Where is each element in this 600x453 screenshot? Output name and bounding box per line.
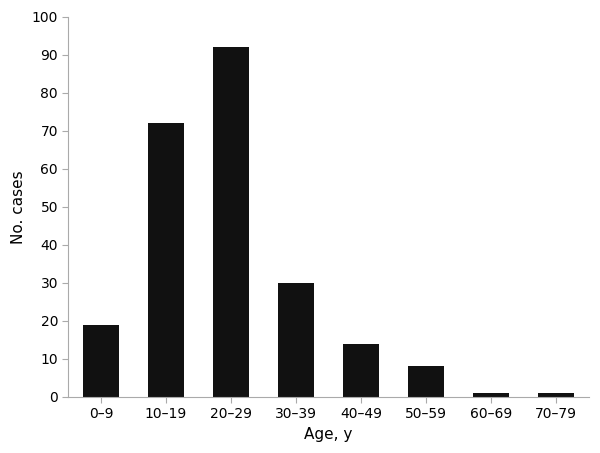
Bar (409, 366, 444, 397)
Bar (538, 393, 574, 397)
Bar (148, 123, 184, 397)
Bar (473, 393, 509, 397)
Bar (213, 47, 249, 397)
Bar (83, 325, 119, 397)
Bar (278, 283, 314, 397)
Bar (343, 344, 379, 397)
Y-axis label: No. cases: No. cases (11, 170, 26, 244)
X-axis label: Age, y: Age, y (304, 427, 353, 442)
